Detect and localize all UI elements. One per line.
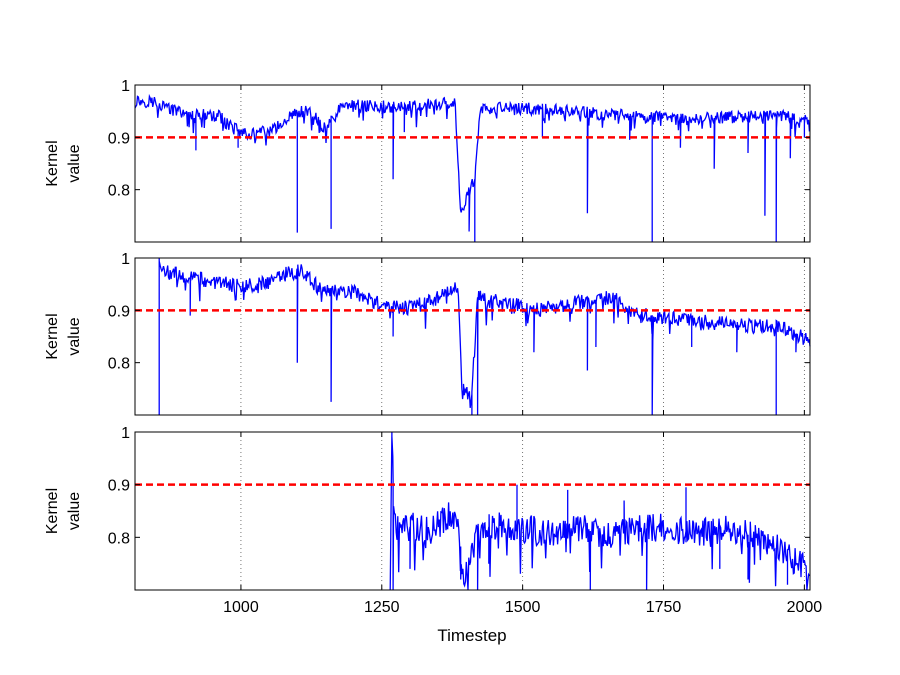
- y-axis-label: Kernel: [44, 140, 61, 186]
- y-tick-label: 0.9: [108, 130, 130, 147]
- y-axis-label: value: [66, 144, 83, 182]
- y-tick-label: 0.9: [108, 478, 130, 495]
- y-axis-label: value: [66, 317, 83, 355]
- plot-frame: [134, 257, 811, 416]
- y-axis-label: value: [66, 492, 83, 530]
- x-tick-label: 1750: [646, 599, 682, 616]
- series-line: [134, 93, 811, 243]
- y-axis-label: Kernel: [44, 488, 61, 534]
- plot-frame: [134, 431, 811, 591]
- panel-1: 0.8 0.9 1 Kernel value: [44, 78, 811, 243]
- y-tick-label: 0.8: [108, 183, 130, 200]
- y-tick-label: 1: [121, 251, 130, 268]
- x-tick-label: 2000: [787, 599, 823, 616]
- panel-2: 0.8 0.9 1 Kernel value: [44, 251, 811, 416]
- x-tick-label: 1500: [505, 599, 541, 616]
- plot-frame: [134, 84, 811, 243]
- series-line: [158, 258, 811, 416]
- y-axis-label: Kernel: [44, 313, 61, 359]
- panel-3: 0.8 0.9 1 Kernel value 1000 1250 1500 1750 2000: [44, 425, 822, 616]
- y-tick-label: 1: [121, 425, 130, 442]
- series-line: [389, 431, 810, 591]
- y-tick-label: 1: [121, 78, 130, 95]
- x-tick-label: 1000: [223, 599, 259, 616]
- y-tick-label: 0.8: [108, 356, 130, 373]
- y-tick-label: 0.8: [108, 530, 130, 547]
- x-tick-label: 1250: [364, 599, 400, 616]
- x-axis-label: Timestep: [437, 626, 506, 645]
- y-tick-label: 0.9: [108, 303, 130, 320]
